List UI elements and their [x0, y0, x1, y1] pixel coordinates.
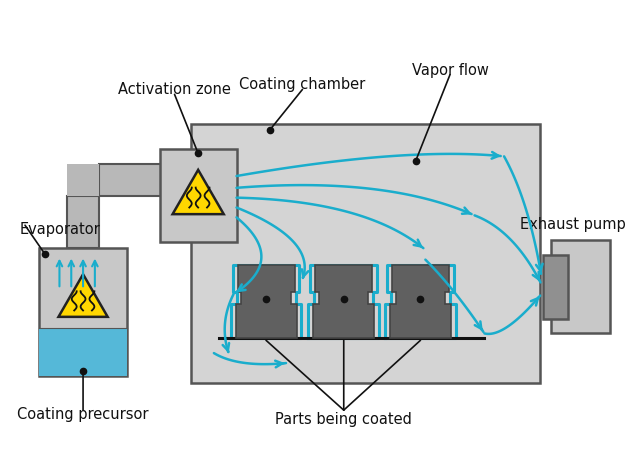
Text: Evaporator: Evaporator: [20, 222, 101, 237]
FancyBboxPatch shape: [160, 149, 237, 242]
Text: Exhaust pump: Exhaust pump: [520, 217, 626, 232]
FancyBboxPatch shape: [99, 164, 191, 196]
FancyBboxPatch shape: [191, 124, 540, 383]
Polygon shape: [390, 265, 451, 338]
FancyBboxPatch shape: [68, 164, 99, 196]
Text: Activation zone: Activation zone: [118, 82, 231, 97]
FancyBboxPatch shape: [39, 248, 128, 376]
FancyBboxPatch shape: [39, 328, 128, 376]
FancyBboxPatch shape: [544, 255, 568, 318]
FancyBboxPatch shape: [68, 196, 99, 248]
FancyBboxPatch shape: [551, 240, 611, 333]
Text: Parts being coated: Parts being coated: [276, 412, 412, 427]
Polygon shape: [173, 170, 224, 214]
Text: Vapor flow: Vapor flow: [412, 63, 489, 78]
Polygon shape: [313, 265, 375, 338]
Text: Coating precursor: Coating precursor: [17, 407, 149, 422]
Polygon shape: [235, 265, 297, 338]
Polygon shape: [59, 274, 108, 317]
Text: Coating chamber: Coating chamber: [239, 78, 366, 92]
